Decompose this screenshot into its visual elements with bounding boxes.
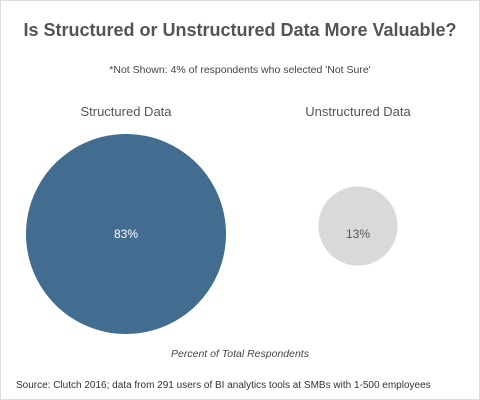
bubble [318, 186, 398, 266]
source-note: Source: Clutch 2016; data from 291 users… [16, 380, 431, 391]
chart-title: Is Structured or Unstructured Data More … [23, 20, 457, 40]
category-label: Unstructured Data [305, 104, 411, 119]
chart-subtitle: *Not Shown: 4% of respondents who select… [109, 64, 371, 76]
data-label: 13% [346, 227, 370, 241]
data-label: 83% [114, 227, 138, 241]
bubble [26, 134, 226, 334]
axis-caption: Percent of Total Respondents [171, 348, 309, 360]
category-label: Structured Data [80, 104, 172, 119]
